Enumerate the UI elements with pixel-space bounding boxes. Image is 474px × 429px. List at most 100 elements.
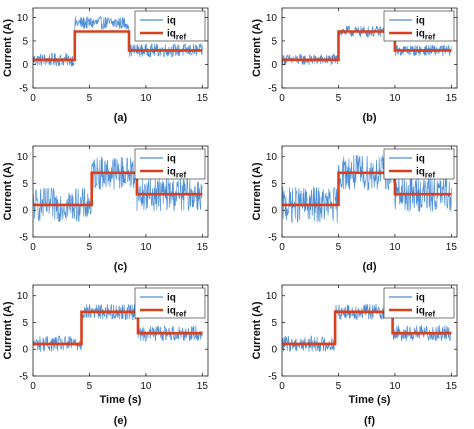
x-tick-label: 5: [336, 381, 342, 392]
series-line-iqref: [282, 310, 452, 346]
legend: iq iqref: [134, 148, 206, 180]
legend-label-iqref: iqref: [416, 29, 435, 42]
x-axis-title: Time (s): [100, 394, 142, 406]
plot-frame: [32, 284, 209, 377]
x-tick-label: 0: [30, 242, 36, 253]
y-tick-label: 0: [22, 206, 28, 217]
series-line-iq: [282, 303, 452, 353]
panel-label: (f): [364, 415, 375, 427]
y-tick-label: 0: [271, 345, 277, 356]
legend: iq iqref: [134, 287, 206, 319]
y-tick-label: 5: [22, 179, 28, 190]
x-tick-label: 0: [279, 242, 285, 253]
x-tick-label: 0: [30, 381, 36, 392]
y-tick-label: 5: [271, 318, 277, 329]
x-tick-label: 10: [140, 242, 152, 253]
legend-box: [134, 10, 206, 42]
panel-label: (c): [114, 261, 128, 273]
y-axis-title: Current (A): [251, 19, 263, 77]
x-tick-label: 10: [140, 381, 152, 392]
panel-label: (d): [362, 261, 376, 273]
y-tick-label: 10: [17, 291, 29, 302]
y-tick-label: 10: [17, 13, 29, 24]
plot-frame: [281, 284, 458, 377]
y-tick-label: 0: [271, 60, 277, 71]
x-axis-title: Time (s): [349, 394, 391, 406]
legend-label-iqref: iqref: [167, 306, 186, 319]
y-tick-label: 0: [22, 60, 28, 71]
x-tick-label: 10: [389, 242, 401, 253]
series-line-iqref: [33, 30, 203, 62]
x-tick-label: 10: [389, 93, 401, 104]
x-tick-label: 15: [446, 93, 458, 104]
legend-box: [383, 287, 455, 319]
panel-label: (a): [114, 112, 128, 124]
x-tick-label: 0: [279, 381, 285, 392]
y-tick-label: -5: [268, 233, 277, 244]
x-tick-label: 5: [336, 242, 342, 253]
x-tick-label: 5: [87, 381, 93, 392]
y-axis-title: Current (A): [251, 301, 263, 359]
legend-label-iq: iq: [167, 293, 176, 304]
x-tick-label: 15: [446, 242, 458, 253]
x-tick-label: 10: [140, 93, 152, 104]
x-tick-label: 0: [279, 93, 285, 104]
legend-label-iq: iq: [416, 154, 425, 165]
legend-label-iqref: iqref: [167, 29, 186, 42]
x-tick-label: 10: [389, 381, 401, 392]
y-axis-title: Current (A): [251, 162, 263, 220]
series-line-iqref: [282, 171, 452, 207]
y-tick-label: 5: [271, 179, 277, 190]
legend: iq iqref: [383, 10, 455, 42]
legend-label-iq: iq: [416, 293, 425, 304]
x-tick-label: 5: [87, 93, 93, 104]
legend-label-iq: iq: [167, 154, 176, 165]
y-tick-label: 5: [271, 36, 277, 47]
y-axis-title: Current (A): [2, 19, 14, 77]
x-tick-label: 15: [197, 242, 209, 253]
y-tick-label: 10: [266, 13, 278, 24]
y-axis-title: Current (A): [2, 301, 14, 359]
legend-label-iqref: iqref: [416, 167, 435, 180]
y-tick-label: 0: [22, 345, 28, 356]
plot-frame: [32, 145, 209, 238]
x-tick-label: 15: [446, 381, 458, 392]
legend-box: [134, 148, 206, 180]
panel-label: (e): [114, 415, 128, 427]
y-tick-label: 0: [271, 206, 277, 217]
legend-label-iqref: iqref: [416, 306, 435, 319]
y-tick-label: -5: [19, 84, 28, 95]
legend-label-iq: iq: [167, 16, 176, 27]
legend: iq iqref: [134, 10, 206, 42]
y-tick-label: -5: [19, 233, 28, 244]
legend-box: [383, 148, 455, 180]
y-tick-label: -5: [19, 372, 28, 383]
x-tick-label: 15: [197, 93, 209, 104]
panel-label: (b): [362, 112, 376, 124]
series-line-iq: [33, 15, 203, 67]
y-tick-label: 5: [22, 36, 28, 47]
legend-label-iq: iq: [416, 16, 425, 27]
plot-frame: [281, 145, 458, 238]
legend-box: [383, 10, 455, 42]
y-tick-label: -5: [268, 372, 277, 383]
legend: iq iqref: [383, 287, 455, 319]
x-tick-label: 0: [30, 93, 36, 104]
legend: iq iqref: [383, 148, 455, 180]
series-line-iq: [33, 156, 203, 223]
legend-box: [134, 287, 206, 319]
y-tick-label: -5: [268, 84, 277, 95]
series-line-iqref: [33, 171, 203, 207]
y-tick-label: 10: [17, 152, 29, 163]
x-tick-label: 5: [336, 93, 342, 104]
y-tick-label: 5: [22, 318, 28, 329]
series-line-iqref: [33, 310, 203, 346]
y-tick-label: 10: [266, 291, 278, 302]
